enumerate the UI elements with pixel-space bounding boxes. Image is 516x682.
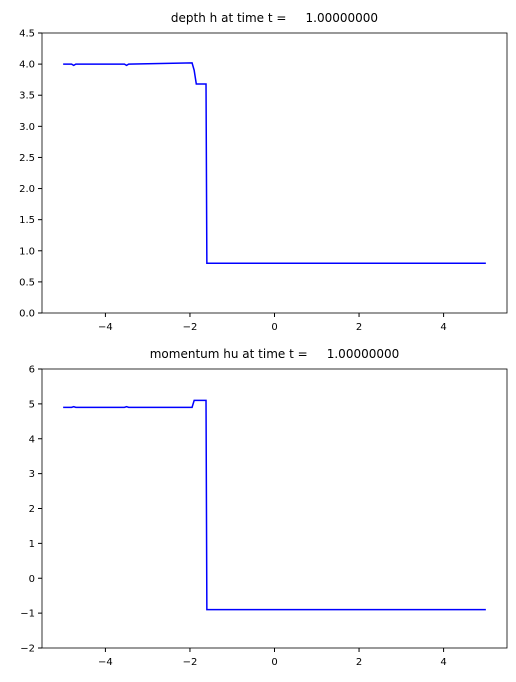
y-tick-label: 2.0 — [19, 184, 35, 195]
x-tick-label: −4 — [98, 657, 113, 668]
y-tick-label: 3 — [29, 469, 35, 480]
chart-title: depth h at time t = 1.00000000 — [171, 11, 378, 25]
x-tick-label: −2 — [183, 322, 198, 333]
y-tick-label: 3.5 — [19, 91, 35, 102]
y-tick-label: 6 — [29, 365, 35, 376]
y-tick-label: 4 — [29, 434, 35, 445]
chart-title: momentum hu at time t = 1.00000000 — [150, 347, 400, 361]
y-tick-label: 1 — [29, 539, 35, 550]
axes-frame — [41, 368, 508, 649]
y-tick-label: 4.5 — [19, 29, 35, 40]
x-tick-label: 0 — [271, 322, 277, 333]
y-tick-label: 0.0 — [19, 309, 35, 320]
y-tick-label: −2 — [20, 644, 35, 655]
y-tick-label: 2 — [29, 504, 35, 515]
x-tick-label: 0 — [271, 657, 277, 668]
data-line — [63, 62, 486, 264]
y-tick-label: 1.5 — [19, 215, 35, 226]
axes-frame — [41, 32, 508, 314]
y-tick-label: 5 — [29, 399, 35, 410]
x-tick-label: −4 — [98, 322, 113, 333]
x-tick-label: −2 — [183, 657, 198, 668]
x-tick-label: 4 — [440, 322, 446, 333]
y-tick-label: 0.5 — [19, 277, 35, 288]
x-tick-label: 2 — [356, 657, 362, 668]
y-tick-label: 3.0 — [19, 122, 35, 133]
y-tick-label: 0 — [29, 574, 35, 585]
y-tick-label: 1.0 — [19, 246, 35, 257]
x-tick-label: 4 — [440, 657, 446, 668]
y-tick-label: −1 — [20, 609, 35, 620]
x-tick-label: 2 — [356, 322, 362, 333]
y-tick-label: 2.5 — [19, 153, 35, 164]
data-line — [63, 399, 486, 611]
y-tick-label: 4.0 — [19, 60, 35, 71]
